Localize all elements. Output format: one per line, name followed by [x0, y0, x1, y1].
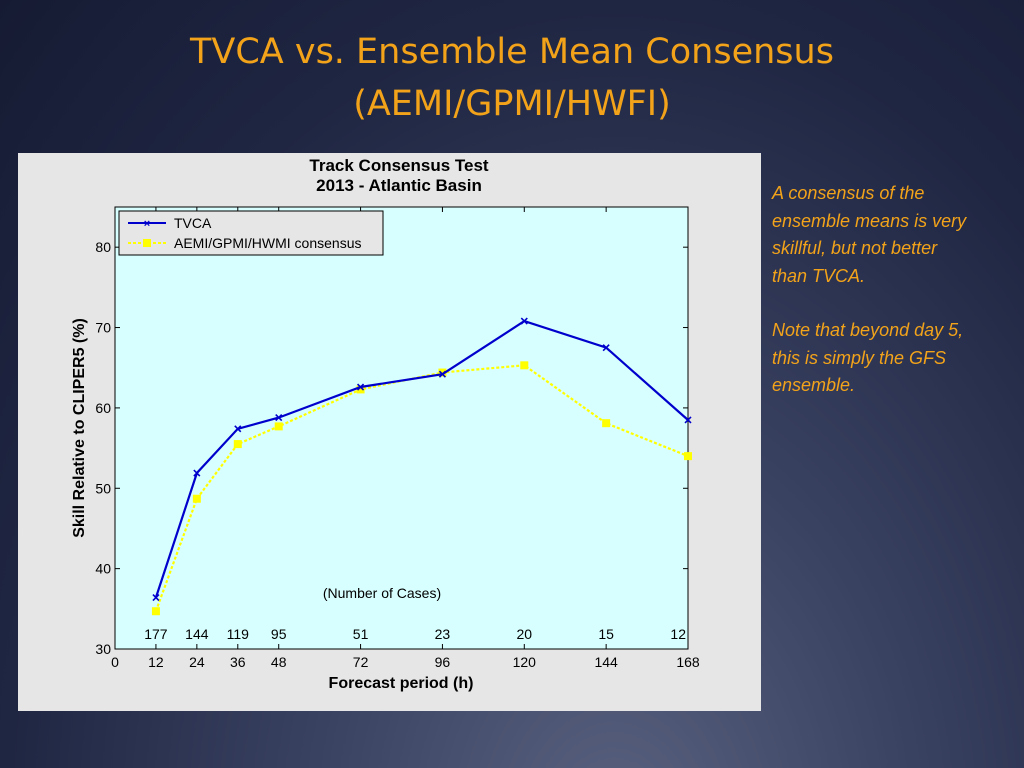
case-count-label: 20 — [516, 626, 532, 642]
case-count-label: 144 — [185, 626, 209, 642]
tvca-point — [438, 370, 446, 378]
tvca-point — [520, 317, 528, 325]
tvca-point-stroke — [357, 383, 365, 391]
x-tick-label: 48 — [271, 654, 287, 670]
y-tick-label: 70 — [95, 320, 111, 336]
legend: × TVCA AEMI/GPMI/HWMI consensus — [118, 210, 384, 256]
y-tick-label: 40 — [95, 561, 111, 577]
tvca-point — [357, 383, 365, 391]
x-axis-label: Forecast period (h) — [329, 675, 474, 692]
consensus-point — [192, 494, 201, 503]
x-tick-label: 96 — [435, 654, 451, 670]
case-count-label: 177 — [144, 626, 168, 642]
tvca-point-stroke — [275, 413, 283, 422]
x-tick-label: 36 — [230, 654, 246, 670]
series-layer — [151, 317, 692, 616]
tvca-point — [152, 594, 160, 602]
consensus-point — [684, 452, 692, 461]
tvca-point — [275, 413, 283, 422]
x-axis: 0 12 24 36 48 72 96 120 144 168 — [111, 207, 700, 670]
chart-svg: Track Consensus Test 2013 - Atlantic Bas… — [71, 156, 700, 692]
x-tick-label: 24 — [189, 654, 205, 670]
tvca-point-stroke — [438, 370, 446, 378]
legend-consensus-label: AEMI/GPMI/HWMI consensus — [174, 235, 361, 251]
consensus-point — [151, 607, 160, 616]
chart-figure: Track Consensus Test 2013 - Atlantic Bas… — [18, 153, 761, 711]
tvca-point-stroke — [684, 416, 692, 424]
y-tick-label: 80 — [95, 239, 111, 255]
tvca-point-stroke — [602, 344, 610, 352]
tvca-point-stroke — [193, 469, 201, 477]
y-axis-label: Skill Relative to CLIPER5 (%) — [71, 318, 88, 538]
chart-title: Track Consensus Test — [309, 156, 489, 175]
case-count-label: 95 — [271, 626, 287, 642]
tvca-point — [193, 469, 201, 477]
tvca-point-stroke — [152, 594, 160, 602]
chart-subtitle: 2013 - Atlantic Basin — [316, 176, 482, 195]
y-axis: 30 40 50 60 70 80 — [95, 239, 688, 657]
consensus-point — [274, 422, 283, 431]
x-tick-label: 72 — [353, 654, 369, 670]
x-tick-label: 0 — [111, 654, 119, 670]
case-count-label: 23 — [435, 626, 451, 642]
legend-tvca-label: TVCA — [174, 215, 212, 231]
consensus-point — [438, 368, 447, 377]
note-gfs: Note that beyond day 5, this is simply t… — [772, 320, 964, 395]
case-count-label: 51 — [353, 626, 369, 642]
x-tick-label: 120 — [513, 654, 537, 670]
legend-tvca-marker: × — [144, 218, 150, 230]
tvca-point — [602, 344, 610, 352]
case-count-label: 119 — [227, 626, 250, 642]
consensus-point — [520, 361, 529, 370]
case-count-label: 12 — [670, 626, 686, 642]
slide-title-line-1: TVCA vs. Ensemble Mean Consensus — [190, 32, 834, 72]
tvca-point — [684, 416, 692, 424]
legend-consensus-marker — [143, 239, 151, 247]
consensus-point — [233, 440, 242, 449]
cases-annotation: (Number of Cases) — [323, 585, 441, 601]
y-tick-label: 60 — [95, 400, 111, 416]
x-tick-label: 144 — [594, 654, 618, 670]
y-tick-label: 50 — [95, 480, 111, 496]
consensus-point — [602, 419, 611, 428]
side-notes: A consensus of the ensemble means is ver… — [772, 180, 972, 427]
consensus-point — [356, 385, 365, 394]
tvca-point-stroke — [234, 425, 242, 433]
plot-area — [114, 206, 689, 650]
tvca-point-stroke — [520, 317, 528, 325]
tvca-point — [234, 425, 242, 433]
slide-title: TVCA vs. Ensemble Mean Consensus (AEMI/G… — [0, 26, 1024, 130]
y-tick-label: 30 — [95, 641, 111, 657]
note-consensus: A consensus of the ensemble means is ver… — [772, 183, 967, 286]
slide-title-line-2: (AEMI/GPMI/HWFI) — [353, 84, 671, 124]
legend-box — [118, 210, 384, 256]
x-tick-label: 12 — [148, 654, 164, 670]
case-count-label: 15 — [598, 626, 614, 642]
x-tick-label: 168 — [676, 654, 700, 670]
case-count-labels: 177 144 119 95 51 23 20 15 12 — [144, 626, 686, 642]
